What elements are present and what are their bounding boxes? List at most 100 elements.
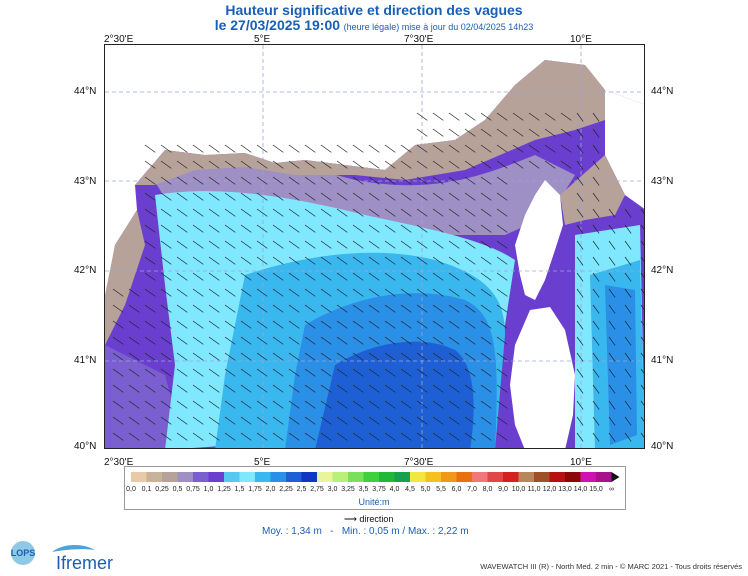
direction-arrow [336, 240, 348, 249]
direction-arrow [256, 304, 268, 313]
direction-arrow [208, 416, 220, 425]
direction-arrow [416, 256, 428, 265]
scale-tick-label: 4,5 [405, 486, 415, 493]
direction-arrow [592, 176, 600, 186]
direction-arrow [320, 336, 332, 345]
scale-tick-label: 1,5 [234, 486, 245, 493]
lat-tick-right-42: 42°N [651, 265, 674, 276]
color-swatch [332, 472, 348, 482]
direction-arrow [416, 384, 428, 393]
direction-arrow [272, 272, 284, 281]
direction-arrow [432, 192, 444, 201]
direction-arrow [224, 256, 236, 265]
direction-arrow [368, 272, 380, 281]
direction-arrow [336, 256, 348, 265]
direction-arrow [192, 192, 204, 201]
direction-arrow [208, 272, 220, 281]
direction-arrow [224, 160, 236, 169]
direction-arrow [288, 160, 300, 169]
direction-arrow [640, 336, 644, 342]
direction-arrow [512, 128, 524, 137]
wave-height-field [105, 45, 644, 448]
direction-arrow [272, 240, 284, 249]
lat-tick-right-41: 41°N [651, 355, 674, 366]
direction-arrow [480, 240, 492, 249]
lat-tick-right-44: 44°N [651, 86, 674, 97]
direction-arrow [304, 272, 316, 281]
direction-arrow [304, 208, 316, 217]
direction-arrow [208, 160, 220, 169]
direction-arrow [592, 304, 600, 314]
direction-arrow [480, 432, 492, 441]
direction-arrow [480, 320, 492, 329]
direction-arrow [624, 336, 632, 346]
direction-arrow [544, 144, 556, 153]
scale-tick-label: 1,75 [248, 486, 262, 493]
direction-arrow [288, 272, 300, 281]
map-title: Hauteur significative et direction des v… [225, 2, 523, 18]
direction-arrow [464, 352, 476, 361]
color-swatch [286, 472, 302, 482]
wave-map[interactable] [104, 44, 645, 449]
direction-arrow [464, 368, 476, 377]
direction-arrow [496, 352, 508, 361]
direction-arrow [272, 160, 284, 169]
direction-arrow [640, 352, 644, 358]
direction-arrow [448, 256, 460, 265]
direction-arrow [416, 416, 428, 425]
direction-arrow [400, 400, 412, 409]
direction-arrow [352, 336, 364, 345]
color-swatch [224, 472, 240, 482]
direction-arrow [480, 144, 492, 153]
direction-arrow [144, 224, 156, 233]
direction-arrow [576, 368, 584, 378]
direction-arrow [224, 144, 236, 153]
direction-arrow [448, 208, 460, 217]
direction-arrow [336, 192, 348, 201]
direction-arrow [448, 272, 460, 281]
direction-arrow [416, 160, 428, 169]
graticule [105, 45, 644, 448]
direction-arrow [416, 400, 428, 409]
lon-tick-bottom-2: 5°E [254, 457, 271, 468]
direction-arrow [592, 224, 600, 234]
direction-arrow [432, 272, 444, 281]
direction-arrow [464, 432, 476, 441]
direction-arrow [224, 400, 236, 409]
direction-arrow [384, 160, 396, 169]
direction-arrow [192, 400, 204, 409]
direction-arrow [352, 384, 364, 393]
direction-arrow [608, 304, 616, 314]
direction-arrow [496, 288, 508, 297]
color-swatch [580, 472, 596, 482]
direction-arrow [480, 224, 492, 233]
direction-arrow [592, 192, 600, 202]
direction-arrow [384, 192, 396, 201]
direction-arrow [368, 144, 380, 153]
direction-arrow [416, 272, 428, 281]
direction-arrow [464, 272, 476, 281]
color-swatch [193, 472, 209, 482]
direction-arrow [208, 384, 220, 393]
direction-arrow [272, 368, 284, 377]
direction-arrow [320, 256, 332, 265]
scale-tick-label: 4,0 [389, 486, 400, 493]
direction-arrow [576, 112, 584, 122]
direction-arrow [240, 320, 252, 329]
direction-arrow [304, 336, 316, 345]
direction-arrow [256, 400, 268, 409]
direction-arrow [368, 224, 380, 233]
direction-arrow [176, 352, 188, 361]
direction-arrow [256, 416, 268, 425]
direction-arrow [224, 352, 236, 361]
statistics: Moy. : 1,34 m - Min. : 0,05 m / Max. : 2… [262, 526, 469, 537]
direction-arrow [448, 112, 460, 121]
direction-arrow [400, 432, 412, 441]
lat-tick-right-40: 40°N [651, 441, 674, 452]
svg-text:Ifremer: Ifremer [56, 553, 113, 572]
direction-arrow [336, 224, 348, 233]
direction-arrow [336, 320, 348, 329]
direction-arrow [496, 272, 508, 281]
direction-arrow [576, 400, 584, 410]
direction-arrow [272, 416, 284, 425]
